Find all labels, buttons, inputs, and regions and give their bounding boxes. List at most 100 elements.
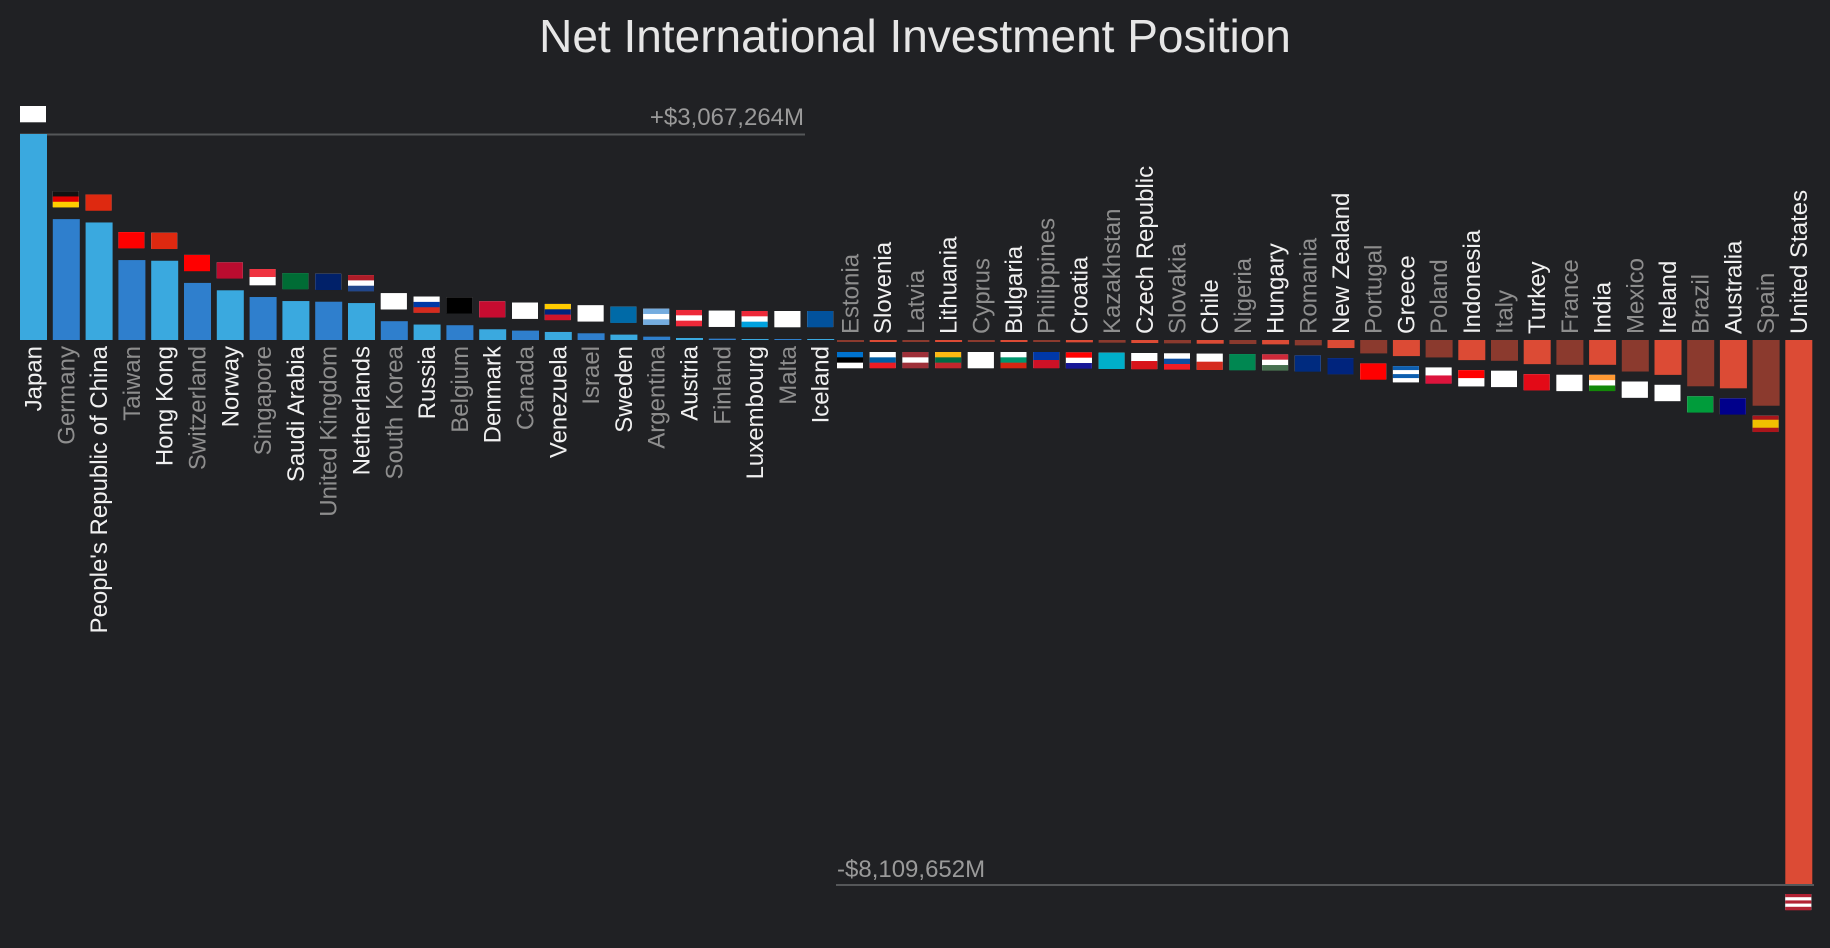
flag-icon-austria: [676, 310, 702, 326]
bar-indonesia: [1458, 340, 1485, 360]
flag-icon-japan: [20, 106, 46, 122]
bar-lithuania: [935, 340, 962, 342]
bar-malta: [774, 339, 801, 340]
bar-australia: [1720, 340, 1747, 388]
bar-india: [1589, 340, 1616, 365]
label-kazakhstan: Kazakhstan: [1099, 209, 1126, 334]
bar-latvia: [902, 340, 929, 342]
flag-icon-south-korea: [381, 293, 407, 309]
label-brazil: Brazil: [1688, 274, 1715, 334]
label-united-kingdom: United Kingdom: [316, 346, 343, 517]
flag-icon-turkey: [1524, 374, 1550, 390]
flag-icon-venezuela: [545, 304, 571, 320]
flag-icon-indonesia: [1458, 370, 1484, 386]
bar-taiwan: [118, 260, 145, 340]
bar-portugal: [1360, 340, 1387, 353]
flag-icon-russia: [414, 297, 440, 313]
bar-argentina: [643, 337, 670, 340]
bar-venezuela: [545, 332, 572, 340]
flag-icon-nigeria: [1229, 354, 1255, 370]
flag-icon-canada: [512, 303, 538, 319]
label-iceland: Iceland: [808, 346, 835, 423]
flag-icon-brazil: [1687, 396, 1713, 412]
max-scale-label: +$3,067,264M: [650, 104, 804, 131]
flag-icon-poland: [1426, 367, 1452, 383]
bar-new-zealand: [1328, 340, 1355, 348]
bar-luxembourg: [742, 339, 769, 340]
bar-switzerland: [184, 283, 211, 340]
bar-croatia: [1066, 340, 1093, 342]
bar-netherlands: [348, 303, 375, 340]
bar-denmark: [479, 329, 506, 340]
flag-icon-bulgaria: [1001, 352, 1027, 368]
label-new-zealand: New Zealand: [1328, 193, 1355, 334]
flag-icon-belgium: [446, 297, 472, 313]
label-czech-republic: Czech Republic: [1132, 166, 1159, 334]
bar-kazakhstan: [1099, 340, 1126, 343]
bar-ireland: [1655, 340, 1682, 375]
bar-romania: [1295, 340, 1322, 345]
flag-icon-estonia: [837, 352, 863, 368]
label-canada: Canada: [513, 345, 540, 430]
label-argentina: Argentina: [644, 345, 671, 448]
bar-singapore: [250, 297, 277, 340]
bar-cyprus: [968, 340, 995, 342]
negative-flags: [837, 352, 1811, 910]
label-cyprus: Cyprus: [968, 258, 995, 334]
label-chile: Chile: [1197, 279, 1224, 334]
label-luxembourg: Luxembourg: [742, 346, 769, 479]
bar-canada: [512, 331, 539, 340]
flag-icon-mexico: [1622, 382, 1648, 398]
label-austria: Austria: [677, 345, 704, 420]
flag-icon-singapore: [250, 269, 276, 285]
label-india: India: [1590, 281, 1617, 334]
flag-icon-lithuania: [935, 352, 961, 368]
bar-italy: [1491, 340, 1518, 361]
label-greece: Greece: [1393, 255, 1420, 334]
bar-estonia: [837, 340, 864, 342]
label-venezuela: Venezuela: [545, 345, 572, 458]
label-singapore: Singapore: [250, 346, 277, 455]
flag-icon-slovakia: [1164, 353, 1190, 369]
bar-hungary: [1262, 340, 1289, 344]
label-taiwan: Taiwan: [119, 346, 146, 421]
bar-turkey: [1524, 340, 1551, 364]
label-germany: Germany: [53, 346, 80, 445]
label-poland: Poland: [1426, 259, 1453, 334]
label-italy: Italy: [1492, 290, 1519, 334]
bar-spain: [1753, 340, 1780, 406]
flag-icon-philippines: [1033, 352, 1059, 368]
flag-icon-latvia: [902, 352, 928, 368]
label-switzerland: Switzerland: [185, 346, 212, 470]
bar-sweden: [610, 335, 637, 340]
flag-icon-israel: [578, 305, 604, 321]
label-slovenia: Slovenia: [870, 241, 897, 334]
flag-icon-united-states: [1785, 894, 1811, 910]
bar-nigeria: [1229, 340, 1256, 344]
label-malta: Malta: [775, 345, 802, 404]
flag-icon-germany: [53, 191, 79, 207]
bar-greece: [1393, 340, 1420, 356]
bar-belgium: [446, 325, 473, 340]
flag-icon-netherlands: [348, 275, 374, 291]
label-france: France: [1557, 259, 1584, 334]
label-hungary: Hungary: [1263, 243, 1290, 334]
bar-hong-kong: [151, 261, 178, 340]
label-norway: Norway: [217, 346, 244, 427]
flag-icon-new-zealand: [1328, 358, 1354, 374]
bar-slovenia: [870, 340, 897, 342]
bar-people-s-republic-of-china: [86, 222, 113, 340]
bar-poland: [1426, 340, 1453, 357]
label-finland: Finland: [709, 346, 736, 425]
label-turkey: Turkey: [1524, 262, 1551, 334]
positive-labels: Japan Germany People's Republic of China Ta…: [21, 345, 835, 633]
label-lithuania: Lithuania: [936, 236, 963, 334]
label-croatia: Croatia: [1066, 256, 1093, 334]
bar-germany: [53, 219, 80, 340]
bar-united-states: [1785, 340, 1812, 884]
bar-slovakia: [1164, 340, 1191, 343]
bar-norway: [217, 290, 244, 340]
label-netherlands: Netherlands: [349, 346, 376, 475]
flag-icon-australia: [1720, 398, 1746, 414]
bar-russia: [414, 325, 441, 340]
